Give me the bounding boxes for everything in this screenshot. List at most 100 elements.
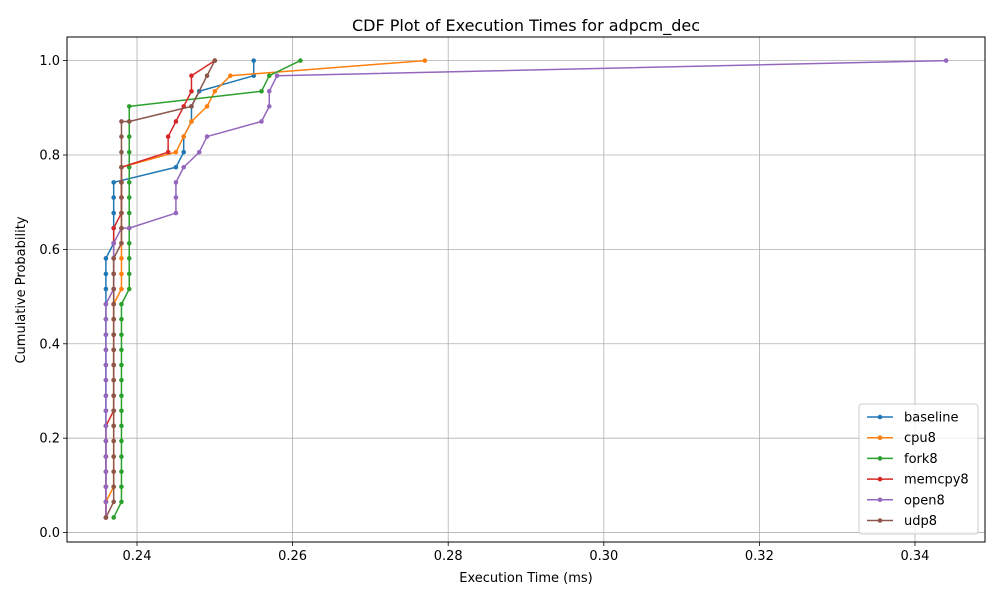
data-point-open8	[266, 88, 272, 94]
legend-label: udp8	[904, 514, 937, 529]
x-tick-label: 0.28	[434, 549, 463, 564]
data-point-fork8	[119, 423, 124, 429]
data-point-open8	[126, 225, 132, 231]
data-point-udp8	[111, 286, 116, 292]
data-point-open8	[103, 454, 109, 459]
y-tick-label: 0.0	[39, 526, 60, 541]
data-point-open8	[103, 469, 109, 474]
x-axis-ticks: 0.24 0.26 0.28 0.30 0.32 0.34	[123, 542, 929, 564]
data-point-fork8	[119, 377, 124, 383]
data-point-fork8	[119, 499, 124, 505]
data-point-cpu8	[119, 256, 124, 261]
legend-entry-open8: open8	[867, 493, 945, 508]
y-tick-label: 0.8	[39, 148, 60, 163]
x-tick-label: 0.32	[745, 549, 774, 564]
data-point-open8	[103, 362, 109, 368]
y-tick-label: 0.2	[39, 432, 60, 447]
legend-label: memcpy8	[904, 473, 969, 488]
y-axis-label: Cumulative Probability	[14, 216, 29, 363]
data-point-udp8	[111, 316, 116, 322]
data-point-cpu8	[119, 286, 124, 292]
plot-area: 0.24 0.26 0.28 0.30 0.32 0.34 0.0 0.2 0.4 0.6 0.8…	[39, 36, 986, 564]
data-point-memcpy8	[173, 119, 179, 124]
plot-frame	[66, 36, 986, 543]
data-point-fork8	[259, 88, 264, 94]
data-point-baseline	[103, 271, 109, 277]
data-point-memcpy8	[165, 149, 171, 155]
data-point-udp8	[189, 104, 194, 109]
data-point-fork8	[126, 180, 132, 185]
data-point-fork8	[298, 58, 303, 63]
data-point-open8	[943, 58, 949, 63]
data-point-udp8	[111, 454, 116, 459]
data-point-udp8	[111, 484, 116, 490]
data-point-udp8	[111, 347, 116, 353]
data-point-open8	[103, 393, 109, 398]
data-point-fork8	[119, 484, 124, 490]
legend-marker	[877, 497, 883, 503]
data-point-udp8	[111, 332, 116, 338]
data-point-udp8	[111, 393, 116, 398]
data-point-open8	[111, 240, 116, 246]
legend-label: open8	[904, 493, 945, 508]
data-point-cpu8	[181, 134, 186, 139]
data-point-cpu8	[204, 104, 210, 109]
data-point-udp8	[119, 134, 124, 139]
legend-marker	[877, 435, 883, 441]
legend: baseline cpu8 fork8 memcpy8 open8 udp8	[858, 403, 979, 535]
data-point-udp8	[119, 119, 124, 124]
data-point-udp8	[111, 499, 116, 505]
data-point-open8	[204, 134, 210, 139]
data-point-open8	[173, 210, 179, 216]
data-point-fork8	[126, 210, 132, 216]
data-point-memcpy8	[111, 225, 116, 231]
data-point-udp8	[212, 58, 218, 63]
data-point-fork8	[119, 301, 124, 307]
data-point-open8	[266, 104, 272, 109]
data-point-fork8	[119, 362, 124, 368]
data-point-fork8	[119, 454, 124, 459]
y-axis-ticks: 0.0 0.2 0.4 0.6 0.8 1.0	[39, 54, 67, 541]
legend-marker	[877, 518, 883, 523]
data-point-open8	[103, 377, 109, 383]
legend-marker	[877, 476, 883, 482]
data-point-fork8	[119, 438, 124, 444]
data-point-fork8	[126, 271, 132, 277]
data-point-open8	[103, 423, 109, 429]
data-point-udp8	[111, 438, 116, 444]
data-point-open8	[103, 484, 109, 490]
data-point-fork8	[119, 469, 124, 474]
legend-marker	[877, 414, 883, 420]
data-point-fork8	[126, 195, 132, 200]
data-point-fork8	[266, 73, 272, 79]
chart-title: CDF Plot of Execution Times for adpcm_de…	[352, 16, 700, 36]
data-point-fork8	[119, 332, 124, 338]
data-point-fork8	[126, 104, 132, 109]
data-point-baseline	[111, 210, 116, 216]
legend-label: baseline	[904, 411, 958, 426]
data-point-open8	[103, 408, 109, 414]
y-tick-label: 0.4	[39, 337, 60, 352]
data-point-fork8	[119, 316, 124, 322]
data-point-fork8	[126, 240, 132, 246]
data-point-udp8	[204, 73, 210, 79]
data-point-baseline	[111, 180, 116, 185]
legend-label: cpu8	[904, 431, 936, 446]
data-point-open8	[103, 438, 109, 444]
data-point-udp8	[103, 515, 109, 520]
data-point-udp8	[119, 225, 124, 231]
data-point-udp8	[126, 119, 132, 124]
data-point-open8	[173, 180, 179, 185]
legend-entry-memcpy8: memcpy8	[867, 473, 969, 488]
data-point-fork8	[126, 164, 132, 170]
data-point-open8	[103, 499, 109, 505]
data-point-fork8	[126, 256, 132, 261]
data-point-baseline	[103, 286, 109, 292]
data-point-baseline	[103, 256, 109, 261]
data-point-fork8	[119, 393, 124, 398]
data-point-udp8	[119, 164, 124, 170]
legend-entry-udp8: udp8	[867, 514, 937, 529]
legend-entry-cpu8: cpu8	[867, 431, 936, 446]
data-point-open8	[103, 301, 109, 307]
data-point-cpu8	[189, 119, 194, 124]
